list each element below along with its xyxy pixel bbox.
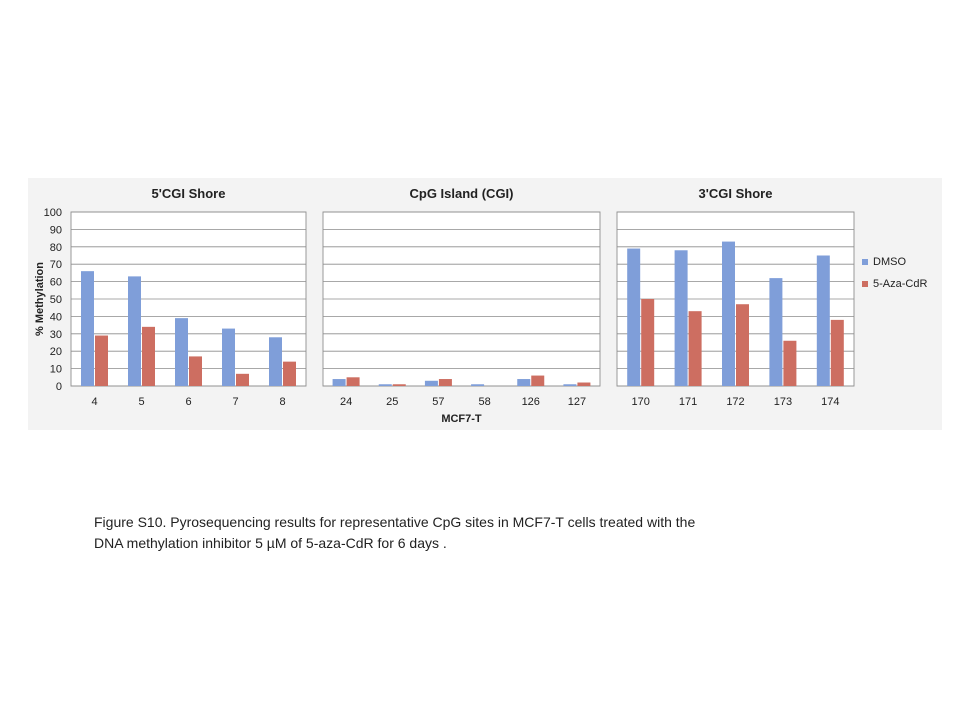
- x-tick-label: 171: [679, 396, 697, 408]
- x-tick-label: 25: [386, 396, 398, 408]
- bar-dmso-174: [816, 255, 830, 386]
- y-tick-label: 40: [50, 311, 62, 323]
- y-tick-label: 70: [50, 259, 62, 271]
- bar-aza-57: [438, 379, 452, 386]
- y-tick-label: 80: [50, 242, 62, 254]
- bar-dmso-8: [269, 337, 282, 386]
- bar-dmso-172: [722, 241, 735, 386]
- methylation-chart: 5'CGI Shore 4 5 6 7 8 CpG Island (CGI) 24 25 57 58…: [34, 186, 927, 425]
- y-tick-label: 20: [50, 346, 62, 358]
- bar-aza-174: [830, 319, 844, 386]
- bar-dmso-173: [769, 278, 783, 386]
- bar-dmso-5: [128, 276, 141, 386]
- x-tick-label: 127: [568, 396, 586, 408]
- legend-label: 5-Aza-CdR: [873, 278, 927, 290]
- bar-aza-4: [95, 335, 108, 386]
- x-tick-label: 6: [185, 396, 191, 408]
- bar-aza-126: [531, 375, 545, 386]
- panel-title: 3'CGI Shore: [699, 186, 773, 201]
- caption-line-2: DNA methylation inhibitor 5 µM of 5-aza-…: [94, 535, 447, 551]
- bar-dmso-24: [332, 379, 346, 386]
- bar-dmso-4: [81, 271, 94, 386]
- bar-aza-173: [783, 340, 797, 386]
- legend-label: DMSO: [873, 256, 906, 268]
- panel-title: CpG Island (CGI): [410, 186, 514, 201]
- legend-swatch-1: [862, 259, 868, 265]
- bar-dmso-127: [563, 384, 577, 386]
- panel-title: 5'CGI Shore: [152, 186, 226, 201]
- bar-dmso-57: [424, 380, 438, 386]
- y-tick-label: 90: [50, 224, 62, 236]
- x-tick-label: 5: [138, 396, 144, 408]
- figure-caption: Figure S10. Pyrosequencing results for r…: [94, 512, 894, 554]
- y-tick-label: 100: [44, 207, 62, 219]
- legend-swatch-2: [862, 281, 868, 287]
- y-tick-label: 50: [50, 294, 62, 306]
- x-tick-label: 172: [726, 396, 744, 408]
- bar-aza-170: [641, 299, 655, 386]
- bar-aza-8: [283, 361, 296, 386]
- bar-dmso-6: [175, 318, 188, 386]
- bar-aza-6: [189, 356, 202, 386]
- y-tick-label: 10: [50, 364, 62, 376]
- bar-aza-127: [577, 382, 591, 386]
- x-tick-label: 173: [774, 396, 792, 408]
- x-tick-label: 170: [632, 396, 650, 408]
- x-tick-label: 7: [232, 396, 238, 408]
- x-axis-label: MCF7-T: [441, 413, 482, 425]
- bar-aza-172: [736, 304, 749, 386]
- bar-aza-171: [688, 311, 702, 386]
- bar-dmso-126: [517, 379, 531, 386]
- y-tick-label: 0: [56, 381, 62, 393]
- bar-aza-7: [236, 373, 249, 386]
- x-tick-label: 57: [432, 396, 444, 408]
- y-tick-label: 30: [50, 329, 62, 341]
- bar-aza-5: [142, 326, 155, 386]
- bar-aza-25: [392, 384, 406, 386]
- bar-dmso-171: [674, 250, 688, 386]
- y-tick-label: 60: [50, 277, 62, 289]
- caption-line-1: Figure S10. Pyrosequencing results for r…: [94, 514, 696, 530]
- y-axis-label: % Methylation: [34, 262, 46, 336]
- x-tick-label: 58: [478, 396, 490, 408]
- bar-dmso-25: [378, 384, 392, 386]
- bar-dmso-7: [222, 328, 235, 386]
- bar-aza-24: [346, 377, 360, 386]
- x-tick-label: 24: [340, 396, 352, 408]
- bar-dmso-170: [627, 248, 641, 386]
- bar-dmso-58: [471, 384, 485, 386]
- figure-panel: 5'CGI Shore 4 5 6 7 8 CpG Island (CGI) 24 25 57 58…: [28, 178, 942, 430]
- x-tick-label: 8: [279, 396, 285, 408]
- x-tick-label: 174: [821, 396, 839, 408]
- x-tick-label: 4: [91, 396, 97, 408]
- x-tick-label: 126: [522, 396, 540, 408]
